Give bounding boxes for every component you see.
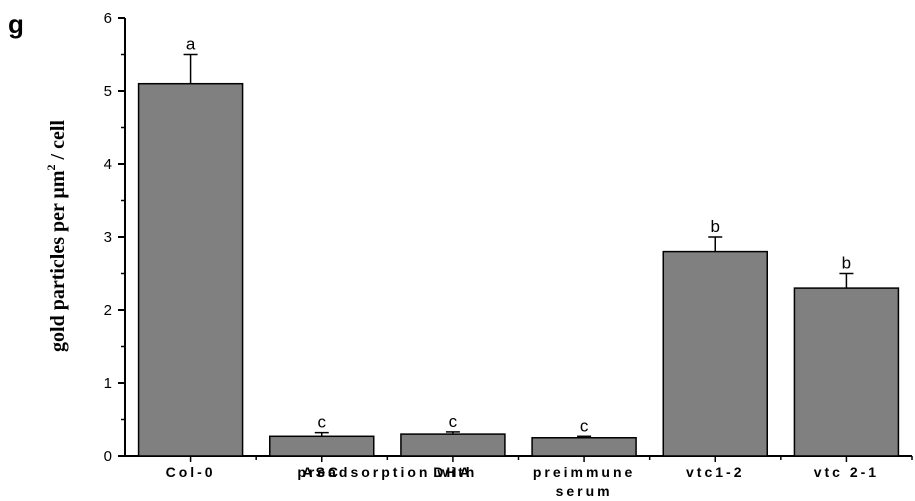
- x-tick-label: serum: [556, 483, 613, 499]
- bar: [793, 287, 900, 457]
- x-tick-label-shared: preadsorption with: [297, 464, 477, 480]
- bar: [531, 437, 637, 457]
- bar: [400, 433, 506, 457]
- y-tick-label: 5: [104, 83, 112, 100]
- bar: [137, 82, 244, 457]
- x-tick-label: vtc1-2: [686, 464, 744, 480]
- y-tick-label: 1: [104, 375, 112, 392]
- x-tick-label: ASC: [302, 464, 341, 480]
- panel-label: g: [8, 9, 24, 39]
- significance-label: b: [711, 217, 720, 236]
- significance-label: b: [842, 254, 851, 273]
- x-tick-label: DHA: [433, 464, 472, 480]
- significance-label: c: [318, 413, 327, 432]
- significance-label: a: [186, 35, 196, 54]
- y-tick-label: 2: [104, 302, 112, 319]
- y-tick-label: 3: [104, 229, 112, 246]
- bar: [269, 435, 375, 457]
- significance-label: c: [449, 412, 458, 431]
- x-tick-label: preimmune: [533, 464, 635, 480]
- y-tick-label: 4: [104, 156, 112, 173]
- x-tick-label: Col-0: [166, 464, 216, 480]
- bar: [662, 250, 768, 457]
- x-tick-label: vtc 2-1: [814, 464, 879, 480]
- y-tick-label: 6: [104, 10, 112, 27]
- y-axis-title: gold particles per μm2 / cell: [44, 120, 69, 352]
- y-axis-label: gold particles per μm2 / cell: [44, 120, 69, 352]
- significance-label: c: [580, 416, 589, 435]
- y-tick-label: 0: [104, 448, 112, 465]
